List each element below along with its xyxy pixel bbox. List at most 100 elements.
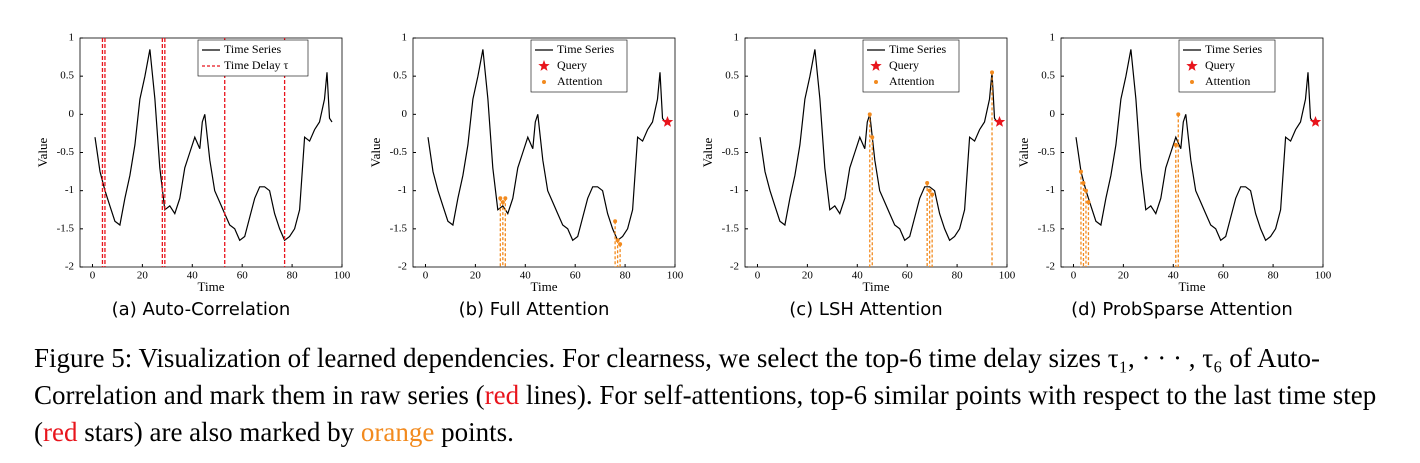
caption-text: points. — [434, 417, 514, 447]
y-tick-label: -2 — [65, 261, 74, 273]
y-tick-label: 0 — [69, 108, 75, 120]
attention-point — [1083, 188, 1088, 193]
legend-label: Time Series — [557, 42, 615, 56]
series-line — [427, 49, 666, 242]
legend-label: Query — [1205, 58, 1235, 72]
x-tick-label: 0 — [423, 270, 429, 282]
x-tick-label: 100 — [334, 270, 351, 282]
legend-label: Attention — [1205, 74, 1250, 88]
series-line — [94, 49, 333, 242]
legend-swatch — [1190, 80, 1194, 84]
y-tick-label: 0 — [402, 108, 408, 120]
y-tick-label: 1 — [1050, 32, 1056, 44]
x-tick-label: 100 — [999, 270, 1016, 282]
series-line — [759, 49, 998, 242]
subcaption: (b) Full Attention — [459, 299, 610, 320]
y-tick-label: -0.5 — [722, 146, 740, 158]
legend-label: Query — [889, 58, 919, 72]
y-tick-label: 1 — [734, 32, 740, 44]
y-tick-label: 0.5 — [1041, 70, 1055, 82]
y-tick-label: -1 — [65, 184, 74, 196]
caption-text: red — [484, 380, 520, 410]
query-star — [1309, 116, 1322, 127]
y-tick-label: -1.5 — [1038, 222, 1056, 234]
y-tick-label: -1.5 — [57, 222, 75, 234]
y-tick-label: 0 — [734, 108, 740, 120]
attention-point — [927, 188, 932, 193]
x-tick-label: 60 — [1218, 270, 1230, 282]
attention-point — [1081, 181, 1086, 186]
legend-label: Time Series — [1205, 42, 1263, 56]
y-tick-label: -1 — [398, 184, 407, 196]
x-tick-label: 40 — [1168, 270, 1180, 282]
subcaption: (d) ProbSparse Attention — [1071, 299, 1293, 320]
y-tick-label: 0 — [1050, 108, 1056, 120]
y-tick-label: -1.5 — [390, 222, 408, 234]
attention-point — [990, 70, 995, 75]
x-tick-label: 60 — [902, 270, 914, 282]
x-axis-label: Time — [531, 279, 558, 294]
attention-point — [870, 135, 875, 140]
y-tick-label: -0.5 — [1038, 146, 1056, 158]
legend-label: Attention — [557, 74, 602, 88]
y-tick-label: -2 — [730, 261, 739, 273]
caption-text: orange — [360, 417, 435, 447]
y-axis-label: Value — [35, 137, 50, 167]
x-tick-label: 40 — [852, 270, 864, 282]
x-tick-label: 60 — [570, 270, 582, 282]
legend-swatch — [542, 80, 546, 84]
legend-swatch — [870, 60, 882, 71]
attention-point — [498, 196, 503, 201]
x-tick-label: 20 — [137, 270, 149, 282]
x-tick-label: 100 — [1315, 270, 1332, 282]
x-tick-label: 80 — [620, 270, 632, 282]
legend-label: Time Delay τ — [224, 58, 289, 72]
attention-point — [925, 181, 930, 186]
x-axis-label: Time — [1179, 279, 1206, 294]
x-axis-label: Time — [198, 279, 225, 294]
attention-point — [613, 219, 618, 224]
y-tick-label: -1 — [1046, 184, 1055, 196]
y-tick-label: -1 — [730, 184, 739, 196]
y-tick-label: -2 — [398, 261, 407, 273]
subcaption: (c) LSH Attention — [789, 299, 942, 320]
query-star — [661, 116, 674, 127]
series-line — [1075, 49, 1314, 242]
attention-point — [930, 192, 935, 197]
x-tick-label: 20 — [470, 270, 482, 282]
y-tick-label: -1.5 — [722, 222, 740, 234]
y-tick-label: -2 — [1046, 261, 1055, 273]
y-tick-label: -0.5 — [57, 146, 75, 158]
legend-label: Attention — [889, 74, 934, 88]
x-tick-label: 0 — [755, 270, 761, 282]
legend-swatch — [874, 80, 878, 84]
y-axis-label: Value — [700, 137, 715, 167]
attention-point — [867, 112, 872, 117]
x-tick-label: 80 — [952, 270, 964, 282]
caption-text: red — [43, 417, 78, 447]
x-tick-label: 80 — [1268, 270, 1280, 282]
subcaption: (a) Auto-Correlation — [112, 299, 291, 320]
x-axis-label: Time — [863, 279, 890, 294]
legend-swatch — [538, 60, 550, 71]
x-tick-label: 60 — [237, 270, 249, 282]
query-star — [993, 116, 1006, 127]
legend-label: Time Series — [889, 42, 947, 56]
x-tick-label: 100 — [667, 270, 684, 282]
y-axis-label: Value — [368, 137, 383, 167]
x-tick-label: 40 — [187, 270, 199, 282]
legend-label: Time Series — [224, 42, 282, 56]
y-tick-label: 1 — [69, 32, 75, 44]
attention-point — [1086, 200, 1091, 205]
legend-box — [197, 39, 309, 77]
caption-text: stars) are also marked by — [77, 417, 361, 447]
attention-point — [1173, 142, 1178, 147]
y-tick-label: -0.5 — [390, 146, 408, 158]
x-tick-label: 20 — [802, 270, 814, 282]
attention-point — [1176, 112, 1181, 117]
y-tick-label: 1 — [402, 32, 408, 44]
legend-label: Query — [557, 58, 587, 72]
y-tick-label: 0.5 — [393, 70, 407, 82]
caption: Figure 5: Visualization of learned depen… — [34, 340, 1379, 451]
